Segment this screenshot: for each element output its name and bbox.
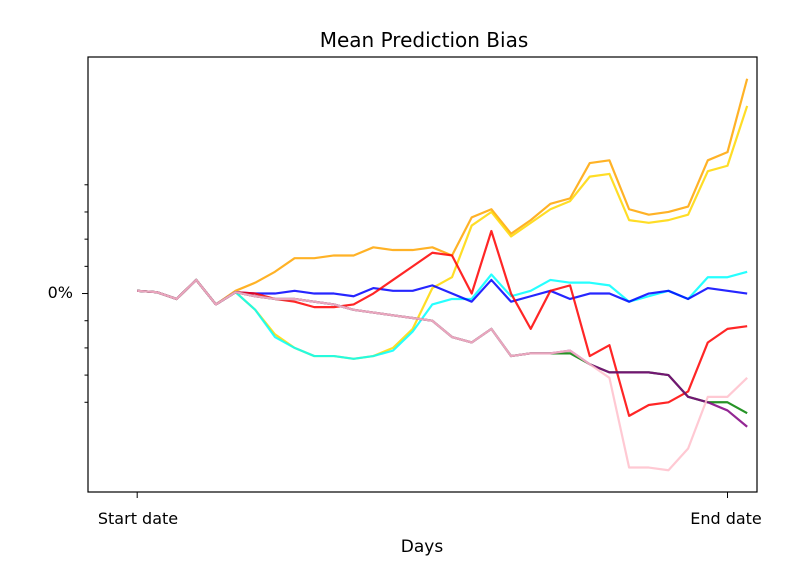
y-axis: 0% xyxy=(48,184,88,403)
series-line-7 xyxy=(137,278,748,472)
series-line-5 xyxy=(137,278,748,415)
chart-title: Mean Prediction Bias xyxy=(320,28,529,52)
x-axis-label: Days xyxy=(401,537,444,557)
x-tick-label-end: End date xyxy=(690,509,762,528)
series-line-0 xyxy=(137,78,749,306)
plot-frame xyxy=(87,56,758,493)
x-axis: Start date End date xyxy=(98,492,762,528)
plot-lines xyxy=(137,78,749,472)
series-line-2 xyxy=(137,270,748,360)
y-tick-label: 0% xyxy=(48,283,73,302)
series-line-1 xyxy=(137,105,749,360)
x-tick-label-start: Start date xyxy=(98,509,178,528)
series-line-4 xyxy=(137,229,748,417)
